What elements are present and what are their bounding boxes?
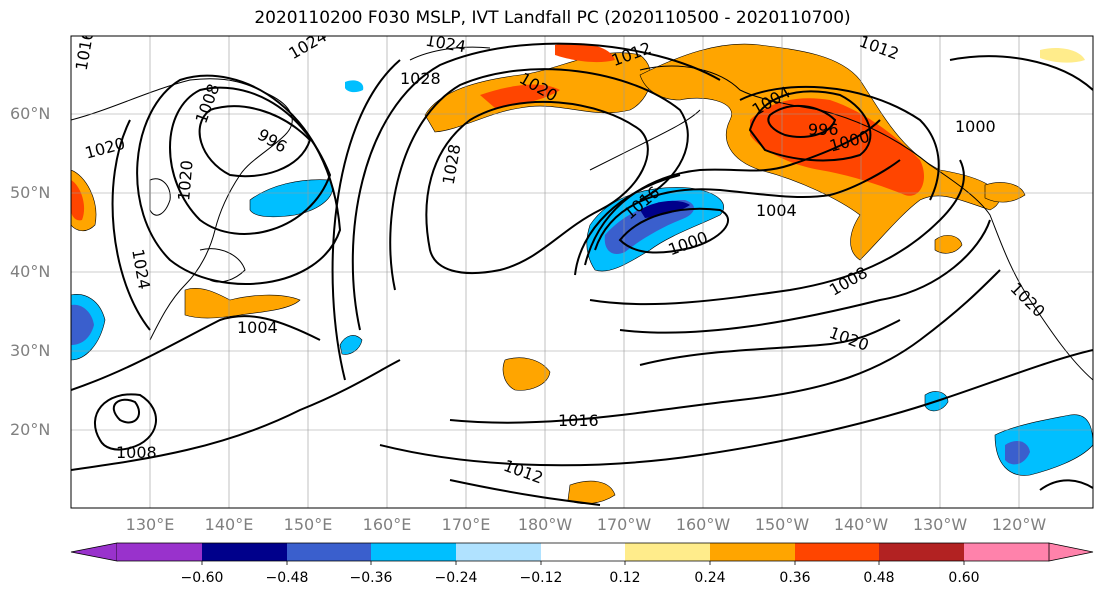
- lon-label: 160°W: [675, 515, 731, 534]
- contour-label: 1000: [955, 117, 996, 136]
- contour-label: 1028: [400, 69, 441, 88]
- map-frame: [70, 35, 1094, 509]
- colorbar-tick-label: 0.48: [863, 570, 895, 586]
- coastlines: [71, 46, 1093, 381]
- colorbar-bin: [371, 543, 456, 561]
- colorbar-bin: [287, 543, 371, 561]
- contour-label: 996: [808, 120, 839, 139]
- colorbar-tick-label: −0.48: [265, 570, 309, 586]
- lat-label: 20°N: [10, 420, 51, 439]
- lon-label: 170°E: [441, 515, 491, 534]
- lat-label: 60°N: [10, 104, 51, 123]
- colorbar-bin: [202, 543, 287, 561]
- lon-label: 170°W: [596, 515, 652, 534]
- colorbar-tick-label: 0.24: [694, 570, 726, 586]
- mslp-contours: [71, 42, 1093, 506]
- colorbar-bin: [710, 543, 795, 561]
- contour-label: 1020: [83, 134, 127, 163]
- colorbar-bin: [964, 543, 1049, 561]
- lon-label: 140°E: [204, 515, 254, 534]
- lat-label: 30°N: [10, 341, 51, 360]
- colorbar-bin: [456, 543, 541, 561]
- lon-label: 180°W: [517, 515, 573, 534]
- colorbar-tick-label: −0.12: [519, 570, 563, 586]
- lon-label: 150°W: [754, 515, 810, 534]
- ivt-shading: [71, 43, 1093, 504]
- contour-label: 1004: [756, 201, 797, 220]
- contour-label: 1016: [558, 411, 599, 430]
- contour-label: 1016: [72, 29, 98, 72]
- contour-label: 1020: [1007, 279, 1049, 321]
- lon-label: 120°W: [991, 515, 1047, 534]
- colorbar-tick-label: 0.60: [948, 570, 980, 586]
- colorbar-tick-label: −0.24: [434, 570, 478, 586]
- colorbar-bin: [117, 543, 202, 561]
- contour-label: 1020: [827, 323, 872, 355]
- lon-label: 160°E: [362, 515, 412, 534]
- colorbar-extend-high: [1048, 542, 1094, 562]
- colorbar-bin: [795, 543, 879, 561]
- contour-label: 1008: [192, 81, 224, 126]
- graticule: [71, 36, 1093, 508]
- contour-label: 1020: [174, 159, 196, 201]
- lon-label: 140°W: [833, 515, 889, 534]
- lat-label: 50°N: [10, 183, 51, 202]
- contour-label: 996: [254, 125, 290, 157]
- lat-label: 40°N: [10, 262, 51, 281]
- colorbar-bin: [879, 543, 964, 561]
- colorbar-extend-low: [70, 542, 118, 562]
- contour-label: 1012: [501, 456, 546, 488]
- lon-label: 150°E: [283, 515, 333, 534]
- contour-label: 1008: [116, 443, 157, 462]
- colorbar: [70, 542, 1094, 565]
- contour-label: 1004: [237, 318, 278, 337]
- lon-label: 130°W: [912, 515, 968, 534]
- colorbar-bin: [625, 543, 710, 561]
- lon-label: 130°E: [125, 515, 175, 534]
- contour-label: 1008: [826, 263, 871, 300]
- colorbar-tick-label: 0.12: [609, 570, 641, 586]
- colorbar-tick-label: −0.36: [349, 570, 393, 586]
- colorbar-bin: [541, 543, 625, 561]
- map-title: 2020110200 F030 MSLP, IVT Landfall PC (2…: [254, 8, 851, 28]
- colorbar-tick-label: −0.60: [180, 570, 224, 586]
- colorbar-tick-label: 0.36: [779, 570, 811, 586]
